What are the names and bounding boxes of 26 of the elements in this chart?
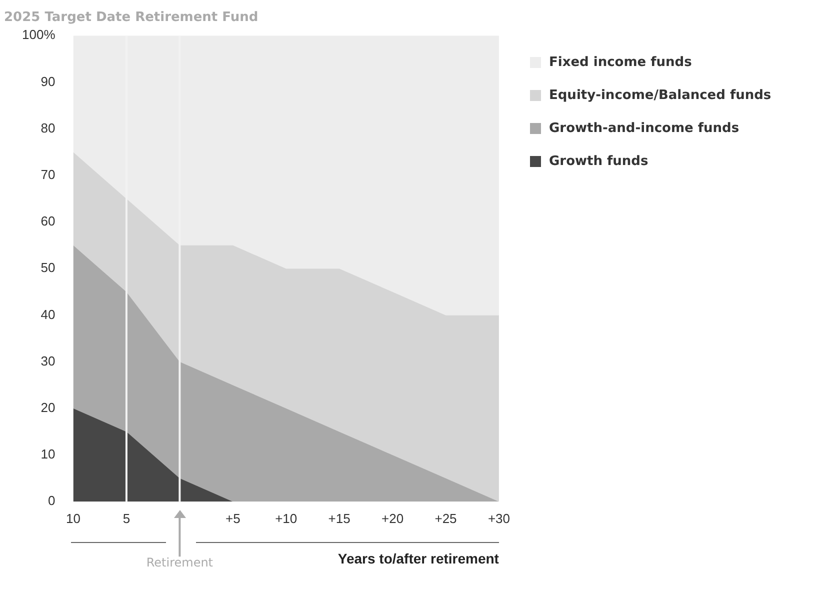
legend-label: Equity-income/Balanced funds xyxy=(549,88,772,102)
x-axis-title: Years to/after retirement xyxy=(338,550,500,566)
y-tick-label: 90 xyxy=(40,74,56,89)
y-tick-label: 10 xyxy=(40,446,56,462)
y-tick-label: 80 xyxy=(40,120,56,136)
y-tick-label: 20 xyxy=(40,400,56,415)
y-tick-label: 30 xyxy=(40,353,56,368)
y-tick-label: 40 xyxy=(40,306,56,322)
y-tick-label: 100% xyxy=(22,27,56,42)
y-tick-label: 70 xyxy=(40,166,56,182)
chart-title: 2025 Target Date Retirement Fund xyxy=(4,10,258,26)
legend-label: Growth-and-income funds xyxy=(549,120,740,136)
x-tick-label: 5 xyxy=(122,510,130,526)
y-tick-label: 0 xyxy=(48,493,56,508)
x-tick-label: +20 xyxy=(382,510,404,526)
x-tick-label: 10 xyxy=(66,510,80,526)
legend-label: Growth funds xyxy=(549,154,648,168)
x-tick-label: +30 xyxy=(488,510,510,526)
legend-label: Fixed income funds xyxy=(549,54,692,70)
x-tick-label: +5 xyxy=(225,510,240,526)
x-tick-label: +25 xyxy=(434,510,457,526)
y-tick-label: 50 xyxy=(40,260,56,276)
x-tick-label: +10 xyxy=(275,510,298,526)
x-tick-label: +15 xyxy=(328,510,350,526)
y-tick-label: 60 xyxy=(40,214,56,229)
text: Retirement xyxy=(146,556,214,570)
